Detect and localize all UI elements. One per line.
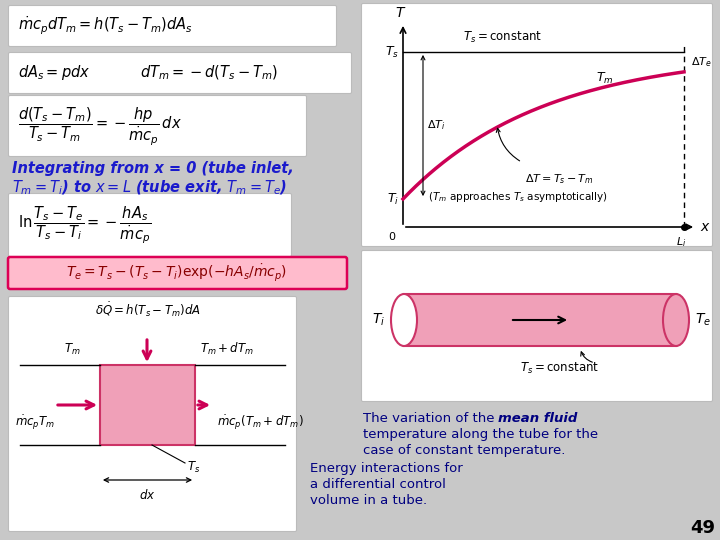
Text: case of constant temperature.: case of constant temperature.	[363, 444, 565, 457]
Text: $dA_s = pdx$: $dA_s = pdx$	[18, 64, 91, 83]
Text: $T_s = \mathrm{constant}$: $T_s = \mathrm{constant}$	[463, 30, 542, 45]
Text: Energy interactions for: Energy interactions for	[310, 462, 463, 475]
Text: $\Delta T = T_s - T_m$: $\Delta T = T_s - T_m$	[525, 172, 594, 186]
Text: $T_s$: $T_s$	[385, 44, 399, 59]
Text: $T_s$: $T_s$	[187, 460, 200, 475]
Text: $\dfrac{d(T_s - T_m)}{T_s - T_m} = -\dfrac{hp}{\dot{m}c_p}\,dx$: $\dfrac{d(T_s - T_m)}{T_s - T_m} = -\dfr…	[18, 105, 182, 147]
Text: $dT_m = -d(T_s - T_m)$: $dT_m = -d(T_s - T_m)$	[140, 64, 278, 82]
FancyBboxPatch shape	[361, 251, 713, 402]
FancyBboxPatch shape	[9, 296, 297, 531]
FancyBboxPatch shape	[9, 5, 336, 46]
Text: 49: 49	[690, 519, 716, 537]
Text: $x$: $x$	[700, 220, 711, 234]
Bar	[100, 365, 195, 445]
Text: $T_e = T_s - (T_s - T_i)\exp(-hA_s/\dot{m}c_p)$: $T_e = T_s - (T_s - T_i)\exp(-hA_s/\dot{…	[66, 262, 287, 284]
Text: $T_m + dT_m$: $T_m + dT_m$	[200, 341, 254, 357]
FancyBboxPatch shape	[8, 257, 347, 289]
Text: $\dot{m}c_p(T_m + dT_m)$: $\dot{m}c_p(T_m + dT_m)$	[217, 414, 304, 432]
Text: $T$: $T$	[395, 6, 407, 20]
Text: $T_m =  T_i$) to $x = L$ (tube exit, $T_m = T_e$): $T_m = T_i$) to $x = L$ (tube exit, $T_m…	[12, 179, 287, 197]
Text: $\dot{m}c_pT_m$: $\dot{m}c_pT_m$	[15, 414, 55, 432]
FancyBboxPatch shape	[9, 52, 351, 93]
Ellipse shape	[663, 294, 689, 346]
Text: $(T_m\ \mathrm{approaches}\ T_s\ \mathrm{asymptotically})$: $(T_m\ \mathrm{approaches}\ T_s\ \mathrm…	[428, 190, 608, 204]
FancyBboxPatch shape	[361, 3, 713, 246]
Text: mean fluid: mean fluid	[498, 412, 577, 425]
Text: volume in a tube.: volume in a tube.	[310, 494, 427, 507]
FancyBboxPatch shape	[9, 96, 307, 157]
Text: temperature along the tube for the: temperature along the tube for the	[363, 428, 598, 441]
Text: Integrating from x = 0 (tube inlet,: Integrating from x = 0 (tube inlet,	[12, 160, 294, 176]
Text: $\Delta T_e$: $\Delta T_e$	[691, 55, 712, 69]
Text: $\ln\dfrac{T_s - T_e}{T_s - T_i} = -\dfrac{hA_s}{\dot{m}c_p}$: $\ln\dfrac{T_s - T_e}{T_s - T_i} = -\dfr…	[18, 204, 151, 246]
Text: 0: 0	[388, 232, 395, 242]
Text: $T_m$: $T_m$	[63, 342, 81, 357]
Text: $T_s = \mathrm{constant}$: $T_s = \mathrm{constant}$	[521, 361, 600, 375]
Text: $\delta\dot{Q} = h(T_s - T_m)dA$: $\delta\dot{Q} = h(T_s - T_m)dA$	[95, 301, 201, 319]
Text: $dx$: $dx$	[139, 488, 156, 502]
Text: The variation of the: The variation of the	[363, 412, 499, 425]
Text: $T_i$: $T_i$	[387, 192, 399, 206]
Bar	[404, 294, 676, 346]
Text: $T_i$: $T_i$	[372, 312, 385, 328]
Text: a differential control: a differential control	[310, 478, 446, 491]
Text: $\Delta T_i$: $\Delta T_i$	[427, 119, 446, 132]
Ellipse shape	[391, 294, 417, 346]
Text: $T_m$: $T_m$	[596, 71, 613, 85]
Text: $\dot{m}c_p dT_m = h(T_s - T_m)dA_s$: $\dot{m}c_p dT_m = h(T_s - T_m)dA_s$	[18, 15, 193, 37]
Text: $L_i$: $L_i$	[676, 235, 686, 249]
FancyBboxPatch shape	[9, 193, 292, 256]
Text: $T_e$: $T_e$	[695, 312, 711, 328]
